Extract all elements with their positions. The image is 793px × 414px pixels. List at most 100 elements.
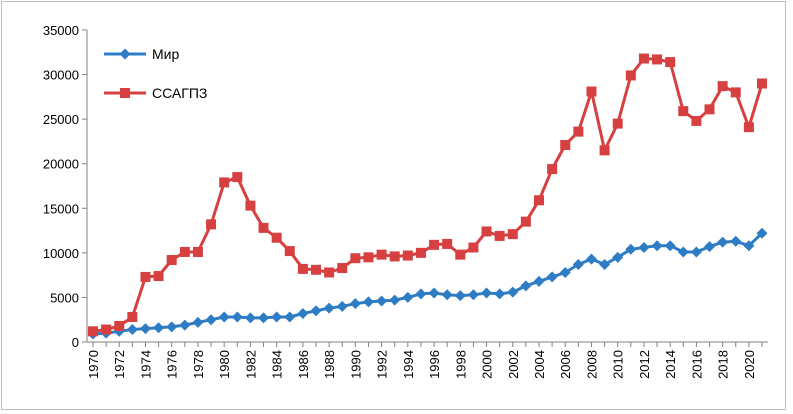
data-point [585,253,597,265]
series-line [92,232,764,336]
data-point [232,172,243,183]
data-point [244,312,256,324]
data-point [467,289,479,301]
data-point [507,286,519,298]
data-point [324,267,335,278]
data-point [442,238,453,249]
data-point [468,242,479,253]
data-point [101,324,112,335]
legend: Мир ССАГПЗ [104,46,207,101]
data-point [363,252,374,263]
data-point [454,290,466,302]
data-point [704,241,716,253]
data-point [166,254,177,265]
data-point [625,70,636,81]
data-point [284,311,296,323]
x-tick-label: 1984 [270,350,285,379]
data-point [323,302,335,314]
legend-marker [120,88,130,98]
data-point [520,280,532,292]
data-point [402,291,414,303]
legend-marker [119,48,131,60]
x-tick-label: 1974 [138,350,153,379]
data-point [533,275,545,287]
data-point [625,243,637,255]
data-point [481,287,493,299]
x-tick-label: 1992 [375,350,390,379]
data-point [389,251,400,262]
data-point [140,271,151,282]
data-point [638,242,650,254]
data-point [730,235,742,247]
y-tick-label: 0 [72,335,79,350]
data-point [349,298,361,310]
data-point [599,258,611,270]
data-point [192,246,203,257]
x-tick-label: 2018 [716,350,731,379]
data-point [612,251,624,263]
data-point [245,200,256,211]
x-tick-label: 1996 [427,350,442,379]
data-point [126,324,138,336]
series-line [92,57,764,333]
data-point [88,326,98,337]
data-point [415,247,426,258]
data-point [520,216,531,227]
data-point [218,311,230,323]
data-point [258,312,270,324]
data-point [258,222,269,233]
x-tick-label: 2000 [480,350,495,379]
data-point [389,294,401,306]
data-point [231,311,243,323]
data-point [691,115,702,126]
x-tick-label: 1980 [217,350,232,379]
data-point [743,240,755,252]
data-point [717,81,728,92]
data-point [153,271,164,282]
series-layer [87,53,768,340]
data-point [664,240,676,252]
data-point [336,300,348,312]
data-point [586,86,597,97]
data-point [717,236,729,248]
data-point [192,316,204,328]
data-point [114,320,125,331]
x-tick-label: 1994 [401,350,416,379]
data-point [704,104,715,115]
data-point [665,57,676,68]
data-point [297,263,308,274]
x-tick-label: 1978 [191,350,206,379]
data-point [494,230,505,241]
x-tick-label: 1988 [322,350,337,379]
series-square [88,53,767,337]
data-point [415,288,427,300]
data-point [284,246,295,257]
data-point [362,296,374,308]
data-point [166,321,178,333]
data-point [376,295,388,307]
data-point [494,288,506,300]
y-tick-label: 15000 [43,201,79,216]
axes: 0 5000 10000 15000 20000 25000 30000 35000 1970 1… [43,23,768,379]
data-point [219,177,230,188]
data-point [310,305,322,317]
data-point [153,322,165,334]
data-point [690,246,702,258]
data-point [756,227,768,239]
x-tick-label: 1998 [453,350,468,379]
data-point [573,126,584,137]
data-point [678,106,689,117]
data-point [311,264,321,275]
data-point [572,258,584,270]
x-tick-label: 1972 [112,350,127,379]
data-point [599,145,610,156]
data-point [560,139,571,150]
x-tick-label: 2020 [742,350,757,379]
x-tick-label: 1986 [296,350,311,379]
x-tick-label: 2012 [637,350,652,379]
y-tick-label: 30000 [43,68,79,83]
data-point [139,323,151,335]
data-point [546,271,558,283]
data-point [612,118,623,129]
